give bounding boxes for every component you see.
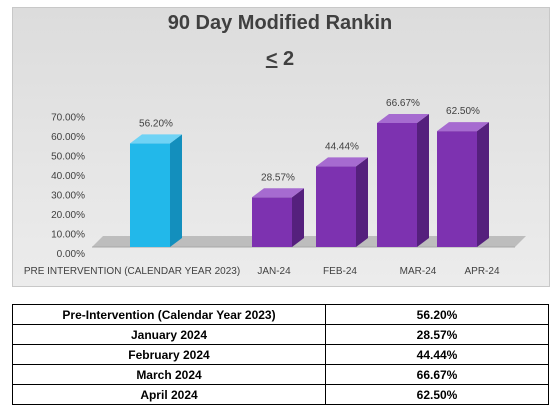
data-table: Pre-Intervention (Calendar Year 2023) 56.… xyxy=(12,304,549,405)
table-cell-label: January 2024 xyxy=(12,324,326,345)
table-row: February 2024 44.44% xyxy=(12,344,549,365)
x-tick-label: APR-24 xyxy=(464,266,499,277)
bar xyxy=(377,113,429,247)
y-tick-label: 70.00% xyxy=(51,113,85,124)
table-cell-label: April 2024 xyxy=(12,384,326,405)
chart-subtitle: < 2 xyxy=(0,48,560,71)
table-cell-value: 56.20% xyxy=(325,304,549,325)
bar xyxy=(316,157,368,247)
table-cell-label: March 2024 xyxy=(12,364,326,385)
table-cell-label: Pre-Intervention (Calendar Year 2023) xyxy=(12,304,326,325)
bar-chart: 0.00% 10.00% 20.00% 30.00% 40.00% 50.00% 60.00… xyxy=(24,98,526,277)
bar xyxy=(252,188,304,247)
table-cell-label: February 2024 xyxy=(12,344,326,365)
subtitle-symbol: < xyxy=(265,48,278,70)
table-row: Pre-Intervention (Calendar Year 2023) 56.… xyxy=(12,304,549,325)
y-tick-label: 50.00% xyxy=(51,152,85,163)
table-row: January 2024 28.57% xyxy=(12,324,549,345)
chart-title: 90 Day Modified Rankin xyxy=(167,12,393,34)
y-tick-label: 20.00% xyxy=(51,210,85,221)
data-label: 56.20% xyxy=(139,118,173,129)
table-cell-value: 62.50% xyxy=(325,384,549,405)
subtitle-value: 2 xyxy=(277,48,295,70)
table-row: March 2024 66.67% xyxy=(12,364,549,385)
data-label: 62.50% xyxy=(446,106,480,117)
x-tick-label: PRE INTERVENTION (CALENDAR YEAR 2023) xyxy=(24,266,240,277)
data-label: 28.57% xyxy=(261,172,295,183)
y-tick-label: 40.00% xyxy=(51,171,85,182)
y-tick-label: 60.00% xyxy=(51,132,85,143)
table-cell-value: 44.44% xyxy=(325,344,549,365)
y-tick-label: 0.00% xyxy=(57,249,85,260)
x-tick-label: FEB-24 xyxy=(323,266,357,277)
data-label: 44.44% xyxy=(325,141,359,152)
table-cell-value: 28.57% xyxy=(325,324,549,345)
y-tick-label: 30.00% xyxy=(51,191,85,202)
table-row: April 2024 62.50% xyxy=(12,384,549,405)
data-label: 66.67% xyxy=(386,98,420,109)
bar xyxy=(130,134,182,247)
y-tick-label: 10.00% xyxy=(51,230,85,241)
x-tick-label: JAN-24 xyxy=(257,266,291,277)
bar xyxy=(437,122,489,247)
table-cell-value: 66.67% xyxy=(325,364,549,385)
x-tick-label: MAR-24 xyxy=(400,266,437,277)
